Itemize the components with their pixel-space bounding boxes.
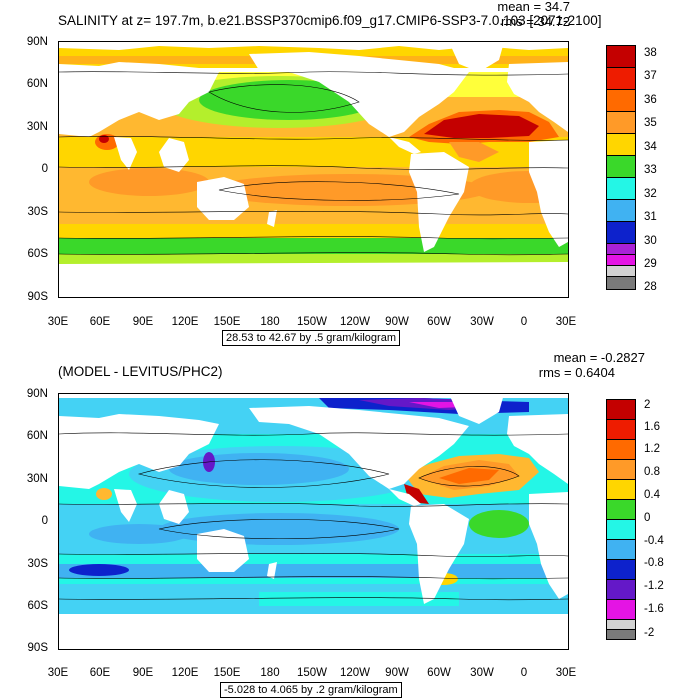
panel1-cbar-label: 28: [644, 281, 657, 293]
panel1-xlabel-1: 60E: [89, 316, 111, 328]
panel1-ylabel-5: 60S: [27, 248, 48, 260]
panel1-cbar-label: 34: [644, 141, 657, 153]
panel1-swatch: [606, 155, 636, 178]
panel1-cbar-label: 35: [644, 117, 657, 129]
panel1-swatch: [606, 45, 636, 68]
panel1-swatch: [606, 111, 636, 134]
panel2-swatch: [606, 559, 636, 580]
panel1-mean: mean = 34.7: [497, 0, 570, 14]
panel1-cbar-label: 36: [644, 94, 657, 106]
panel2-swatch: [606, 579, 636, 600]
panel2-swatch: [606, 419, 636, 440]
panel1-ylabel-2: 30N: [26, 121, 48, 133]
panel1-xlabel-10: 30W: [470, 316, 494, 328]
panel2-cbar-label: -2: [644, 627, 655, 639]
panel2-swatch: [606, 599, 636, 620]
panel1-xlabel-11: 0: [520, 316, 528, 328]
panel2-swatch: [606, 519, 636, 540]
panel1-xlabel-6: 150W: [296, 316, 328, 328]
panel1-range-label: 28.53 to 42.67 by .5 gram/kilogram: [222, 330, 400, 346]
panel1-ylabel-1: 60N: [26, 78, 48, 90]
panel2-cbar-label: 1.2: [644, 443, 660, 455]
panel1-cbar-label: 38: [644, 47, 657, 59]
panel1-swatch: [606, 89, 636, 112]
panel1-cbar-label: 32: [644, 188, 657, 200]
panel2-map-svg: [59, 394, 568, 649]
panel1-cbar-label: 29: [644, 258, 657, 270]
panel1-cbar-label: 33: [644, 164, 657, 176]
panel1-swatch: [606, 276, 636, 290]
panel1-ylabel-4: 30S: [27, 206, 48, 218]
panel2-xlabel-5: 180: [260, 667, 280, 679]
panel2-xlabel-11: 0: [520, 667, 528, 679]
panel2-xlabel-9: 60W: [427, 667, 451, 679]
panel2-ylabel-0: 90N: [26, 388, 48, 400]
panel2-xlabel-3: 120E: [171, 667, 199, 679]
panel2-cbar-label: 0.8: [644, 466, 660, 478]
panel2-ylabel-6: 90S: [27, 642, 48, 654]
panel2-xlabel-4: 150E: [213, 667, 241, 679]
panel1-xlabel-4: 150E: [213, 316, 241, 328]
panel2-rms: rms = 0.6404: [538, 365, 615, 380]
panel1-map: [58, 41, 569, 298]
panel2-xlabel-7: 120W: [339, 667, 371, 679]
panel2-swatch: [606, 499, 636, 520]
panel2-cbar-label: 1.6: [644, 421, 660, 433]
panel2-swatch: [606, 399, 636, 420]
panel1-ylabel-0: 90N: [26, 36, 48, 48]
panel2-xlabel-8: 90W: [385, 667, 409, 679]
panel2-swatch: [606, 459, 636, 480]
panel2-swatch: [606, 629, 636, 640]
panel2-xlabel-2: 90E: [132, 667, 154, 679]
panel2-title: (MODEL - LEVITUS/PHC2): [58, 364, 223, 379]
panel2-ylabel-1: 60N: [26, 430, 48, 442]
panel1-cbar-label: 37: [644, 70, 657, 82]
panel1-xlabel-0: 30E: [47, 316, 69, 328]
panel2-xlabel-0: 30E: [47, 667, 69, 679]
panel1-xlabel-12: 30E: [555, 316, 577, 328]
panel1-cbar-label: 31: [644, 211, 657, 223]
panel1-xlabel-9: 60W: [427, 316, 451, 328]
panel2-cbar-label: 2: [644, 399, 651, 411]
panel1-xlabel-2: 90E: [132, 316, 154, 328]
panel1-swatch: [606, 221, 636, 244]
panel1-swatch: [606, 177, 636, 200]
panel2-ylabel-3: 0: [41, 515, 48, 527]
panel2-xlabel-1: 60E: [89, 667, 111, 679]
panel2-ylabel-5: 60S: [27, 600, 48, 612]
panel2-ylabel-2: 30N: [26, 473, 48, 485]
panel1-xlabel-7: 120W: [339, 316, 371, 328]
panel1-rms: rms = 34.72: [500, 14, 570, 29]
panel1-title: SALINITY at z= 197.7m, b.e21.BSSP370cmip…: [58, 13, 602, 28]
panel2-colorbar: 2 1.6 1.2 0.8 0.4 0 -0.4 -0.8 -1.2 -1.6 …: [606, 399, 686, 640]
panel2-mean: mean = -0.2827: [553, 350, 645, 365]
panel1-swatch: [606, 67, 636, 90]
panel2-ylabel-4: 30S: [27, 558, 48, 570]
panel2-cbar-label: 0.4: [644, 489, 660, 501]
panel1-map-svg: [59, 42, 568, 297]
panel2-map: [58, 393, 569, 650]
panel2-cbar-label: -0.4: [644, 535, 664, 547]
panel2-xlabel-6: 150W: [296, 667, 328, 679]
panel1-cbar-label: 30: [644, 235, 657, 247]
panel1-xlabel-5: 180: [260, 316, 280, 328]
panel2-swatch: [606, 539, 636, 560]
panel2-cbar-label: -1.2: [644, 580, 664, 592]
panel2-xlabel-12: 30E: [555, 667, 577, 679]
panel1-swatch: [606, 133, 636, 156]
panel1-xlabel-8: 90W: [385, 316, 409, 328]
panel2-xlabel-10: 30W: [470, 667, 494, 679]
panel1-ylabel-6: 90S: [27, 291, 48, 303]
panel2-range-label: -5.028 to 4.065 by .2 gram/kilogram: [220, 682, 402, 698]
panel2-cbar-label: 0: [644, 512, 651, 524]
panel1-colorbar: 38 37 36 35 34 33 32 31 30 29 28: [606, 45, 686, 293]
panel2-cbar-label: -0.8: [644, 557, 664, 569]
panel1-swatch: [606, 199, 636, 222]
panel1-ylabel-3: 0: [41, 163, 48, 175]
panel2-swatch: [606, 479, 636, 500]
panel1-xlabel-3: 120E: [171, 316, 199, 328]
panel2-swatch: [606, 439, 636, 460]
panel2-cbar-label: -1.6: [644, 603, 664, 615]
